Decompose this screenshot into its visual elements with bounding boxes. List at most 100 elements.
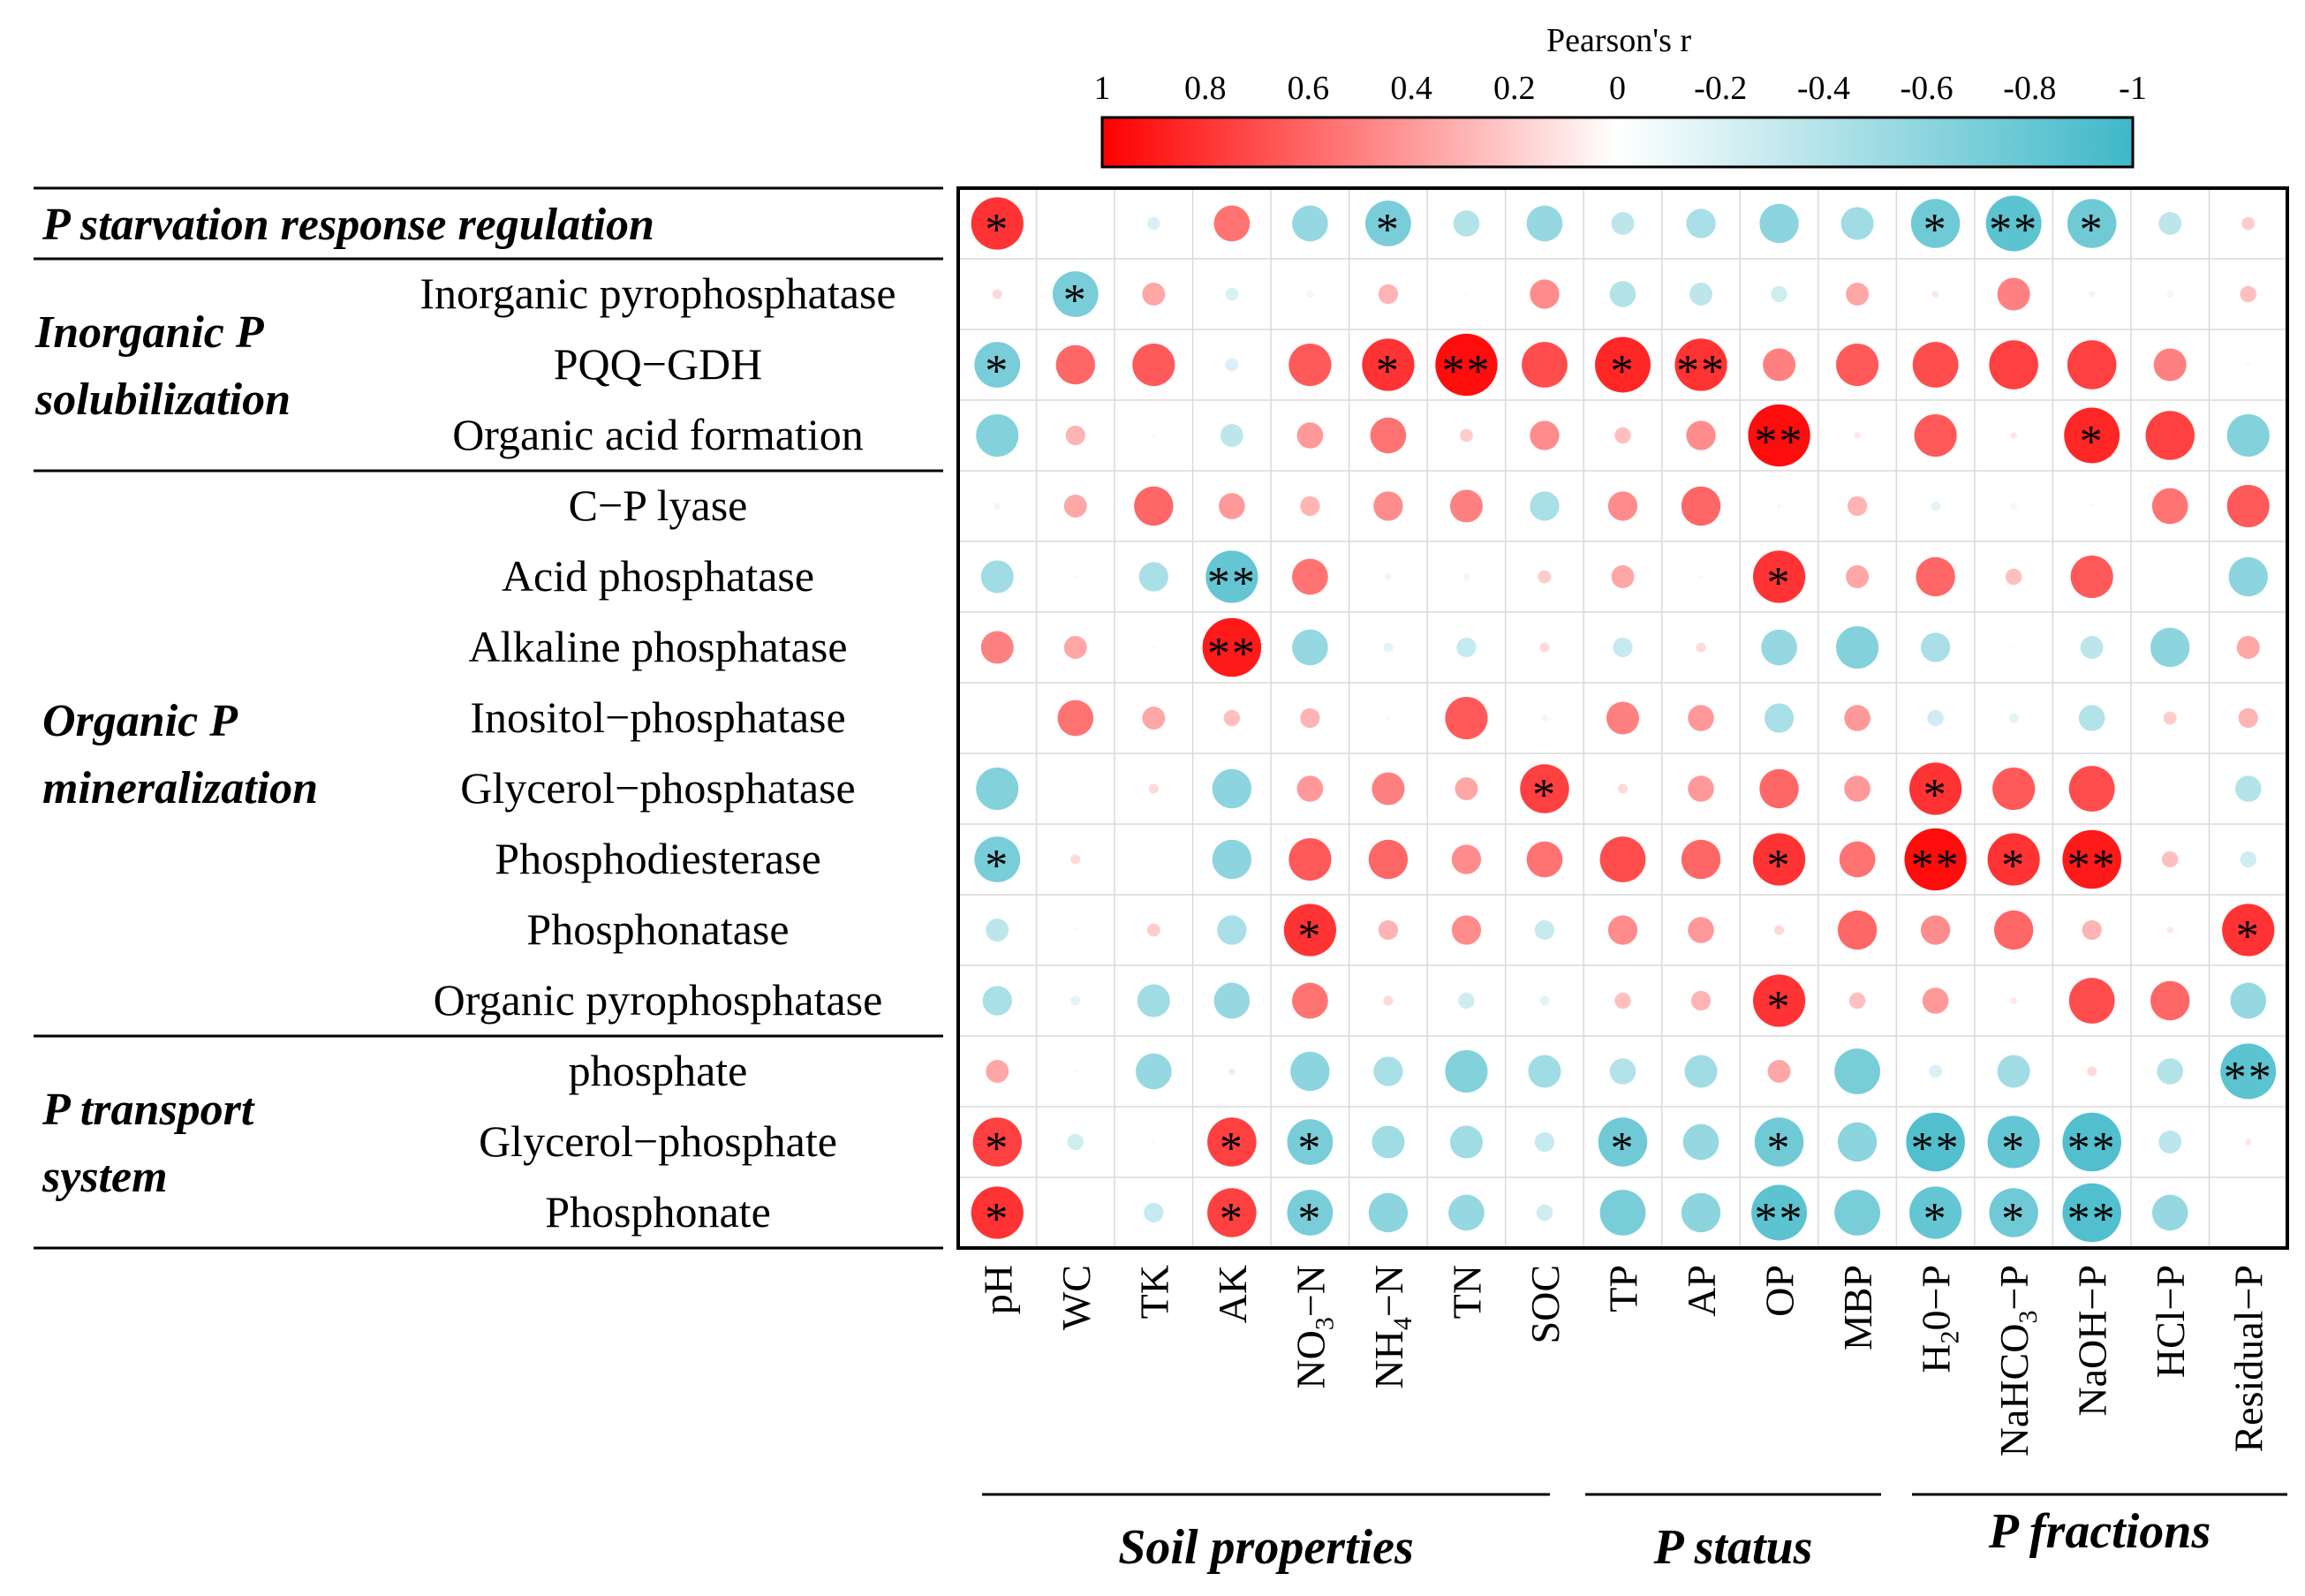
- correlation-circle: [1777, 504, 1781, 508]
- significance-mark: *: [2001, 1194, 2026, 1244]
- matrix-grid: [958, 188, 2287, 1248]
- correlation-circle: [1362, 338, 1415, 391]
- correlation-circle: [976, 767, 1019, 811]
- correlation-circle: [2226, 413, 2270, 458]
- row-label: Glycerol−phosphate: [479, 1116, 837, 1166]
- column-label: WC: [1054, 1265, 1099, 1330]
- correlation-circle: [2240, 285, 2256, 303]
- correlation-circle: [1387, 716, 1390, 720]
- significance-mark: **: [1207, 558, 1257, 609]
- correlation-circle: [2062, 1112, 2121, 1172]
- significance-mark: *: [985, 1194, 1009, 1244]
- correlation-circle: [1449, 489, 1483, 523]
- row-group-label: solubilization: [34, 374, 291, 425]
- correlation-circle: [2230, 982, 2267, 1019]
- significance-mark: **: [1755, 417, 1804, 467]
- correlation-circle: [1300, 707, 1320, 729]
- correlation-circle: [1435, 333, 1498, 397]
- correlation-circle: [1836, 343, 1879, 387]
- significance-mark: *: [985, 346, 1009, 397]
- correlation-circle: [1846, 565, 1870, 588]
- correlation-circle: [1063, 636, 1087, 659]
- correlation-circle: [1906, 1112, 1965, 1172]
- legend-tick-label: 0: [1609, 70, 1626, 107]
- correlation-circle: [1212, 768, 1252, 809]
- correlation-circle: [1530, 491, 1560, 521]
- row-label: Phosphonate: [545, 1187, 771, 1237]
- correlation-circle: [1135, 1053, 1172, 1090]
- correlation-circle: [2062, 1183, 2121, 1243]
- matrix-frame: [956, 186, 2289, 1250]
- correlation-circle: [1213, 982, 1251, 1019]
- column-label: AP: [1679, 1265, 1724, 1317]
- row-label: Phosphodiesterase: [495, 834, 820, 883]
- correlation-circle: [1763, 348, 1796, 382]
- correlation-circle: [1306, 291, 1314, 298]
- significance-mark: *: [2080, 205, 2105, 255]
- correlation-circle: [1144, 1202, 1164, 1223]
- significance-mark: **: [2224, 1053, 2273, 1103]
- correlation-circle: [1985, 195, 2042, 252]
- correlation-circle: [1767, 1060, 1791, 1083]
- correlation-circle: [1383, 995, 1394, 1006]
- correlation-circle: [1910, 199, 1961, 248]
- color-legend: Pearson's r 1 0.8 0.6 0.4 0.2 0 -0.2 -0.4 -0.6 -0…: [1094, 22, 2147, 169]
- legend-tick-label: 0.8: [1184, 70, 1227, 107]
- correlation-circle: [1536, 1204, 1553, 1222]
- correlation-circle: [2150, 980, 2190, 1021]
- correlation-circle: [2246, 363, 2250, 367]
- correlation-circle: [1681, 486, 1721, 526]
- row-group-label: Inorganic P: [34, 307, 265, 358]
- correlation-circle: [992, 289, 1002, 299]
- correlation-circle: [1520, 764, 1569, 813]
- correlation-circle: [1378, 284, 1399, 305]
- column-group-labels: Soil properties P status P fractions: [982, 1493, 2287, 1575]
- correlation-circle: [1385, 573, 1392, 580]
- correlation-circle: [1217, 915, 1247, 945]
- correlation-circle: [2163, 711, 2177, 725]
- correlation-circle: [1931, 291, 1939, 298]
- correlation-circle: [1370, 417, 1407, 454]
- correlation-circle: [1132, 343, 1175, 387]
- row-label: Inorganic pyrophosphatase: [419, 269, 896, 318]
- correlation-circle: [1699, 575, 1703, 579]
- correlation-circle: [1219, 493, 1245, 519]
- correlation-circle: [1854, 432, 1861, 439]
- correlation-circle: [1696, 642, 1706, 653]
- significance-mark: **: [1911, 1123, 1961, 1174]
- correlation-circle: [1289, 343, 1332, 387]
- correlation-circle: [2010, 432, 2017, 439]
- correlation-circle: [1599, 836, 1646, 882]
- significance-mark: *: [1923, 770, 1948, 821]
- correlation-circle: [1848, 992, 1866, 1010]
- correlation-circle: [1223, 709, 1241, 727]
- significance-mark: *: [1220, 1194, 1244, 1244]
- correlation-circle: [1754, 1117, 1804, 1167]
- correlation-circle: [1609, 281, 1636, 307]
- correlation-circle: [1292, 205, 1328, 242]
- correlation-circle: [2070, 555, 2113, 599]
- correlation-circle: [976, 413, 1019, 458]
- correlation-circle: [1993, 910, 2034, 950]
- correlation-circle: [1152, 1140, 1156, 1144]
- correlation-circle: [2158, 212, 2182, 235]
- correlation-circle: [1146, 216, 1160, 231]
- correlation-circle: [1526, 841, 1563, 878]
- correlation-circle: [1997, 1055, 2030, 1088]
- correlation-circle: [2153, 348, 2187, 382]
- correlation-circle: [1445, 1049, 1488, 1093]
- correlation-circle: [2245, 1138, 2252, 1146]
- correlation-circle: [1212, 839, 1252, 880]
- correlation-circle: [1837, 910, 1878, 950]
- correlation-circle: [1916, 556, 1955, 597]
- correlation-circle: [1383, 642, 1394, 653]
- correlation-circle: [1207, 1188, 1257, 1237]
- row-label: Glycerol−phosphatase: [460, 763, 856, 813]
- row-group-label: system: [42, 1152, 168, 1202]
- correlation-circle: [1682, 1123, 1719, 1161]
- correlation-circle: [1912, 342, 1959, 388]
- correlation-circle: [2082, 919, 2102, 941]
- significance-mark: *: [1297, 1123, 1322, 1174]
- correlation-circle: [1070, 854, 1081, 865]
- correlation-circle: [980, 631, 1014, 664]
